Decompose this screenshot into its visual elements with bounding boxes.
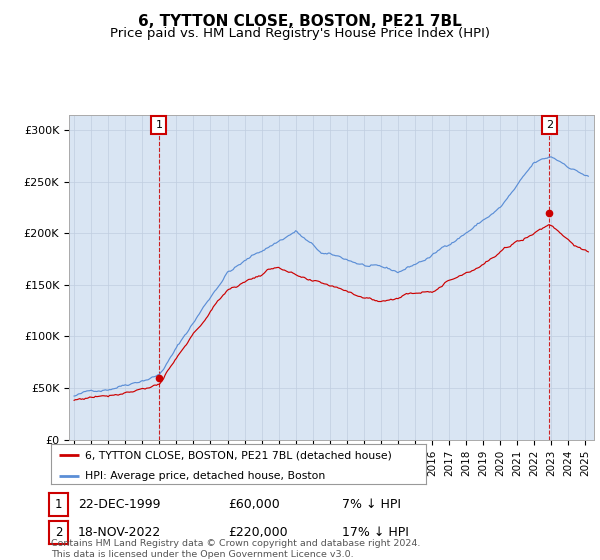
Text: 22-DEC-1999: 22-DEC-1999: [78, 498, 161, 511]
Text: 1: 1: [55, 498, 62, 511]
Text: 2: 2: [55, 526, 62, 539]
Text: £220,000: £220,000: [228, 526, 287, 539]
Text: 6, TYTTON CLOSE, BOSTON, PE21 7BL: 6, TYTTON CLOSE, BOSTON, PE21 7BL: [138, 14, 462, 29]
Text: £60,000: £60,000: [228, 498, 280, 511]
Text: 18-NOV-2022: 18-NOV-2022: [78, 526, 161, 539]
Text: 1: 1: [155, 120, 163, 130]
Text: 17% ↓ HPI: 17% ↓ HPI: [342, 526, 409, 539]
Text: Price paid vs. HM Land Registry's House Price Index (HPI): Price paid vs. HM Land Registry's House …: [110, 27, 490, 40]
Text: Contains HM Land Registry data © Crown copyright and database right 2024.
This d: Contains HM Land Registry data © Crown c…: [51, 539, 421, 559]
Text: 2: 2: [546, 120, 553, 130]
Text: 7% ↓ HPI: 7% ↓ HPI: [342, 498, 401, 511]
Text: HPI: Average price, detached house, Boston: HPI: Average price, detached house, Bost…: [85, 470, 325, 480]
Text: 6, TYTTON CLOSE, BOSTON, PE21 7BL (detached house): 6, TYTTON CLOSE, BOSTON, PE21 7BL (detac…: [85, 450, 392, 460]
